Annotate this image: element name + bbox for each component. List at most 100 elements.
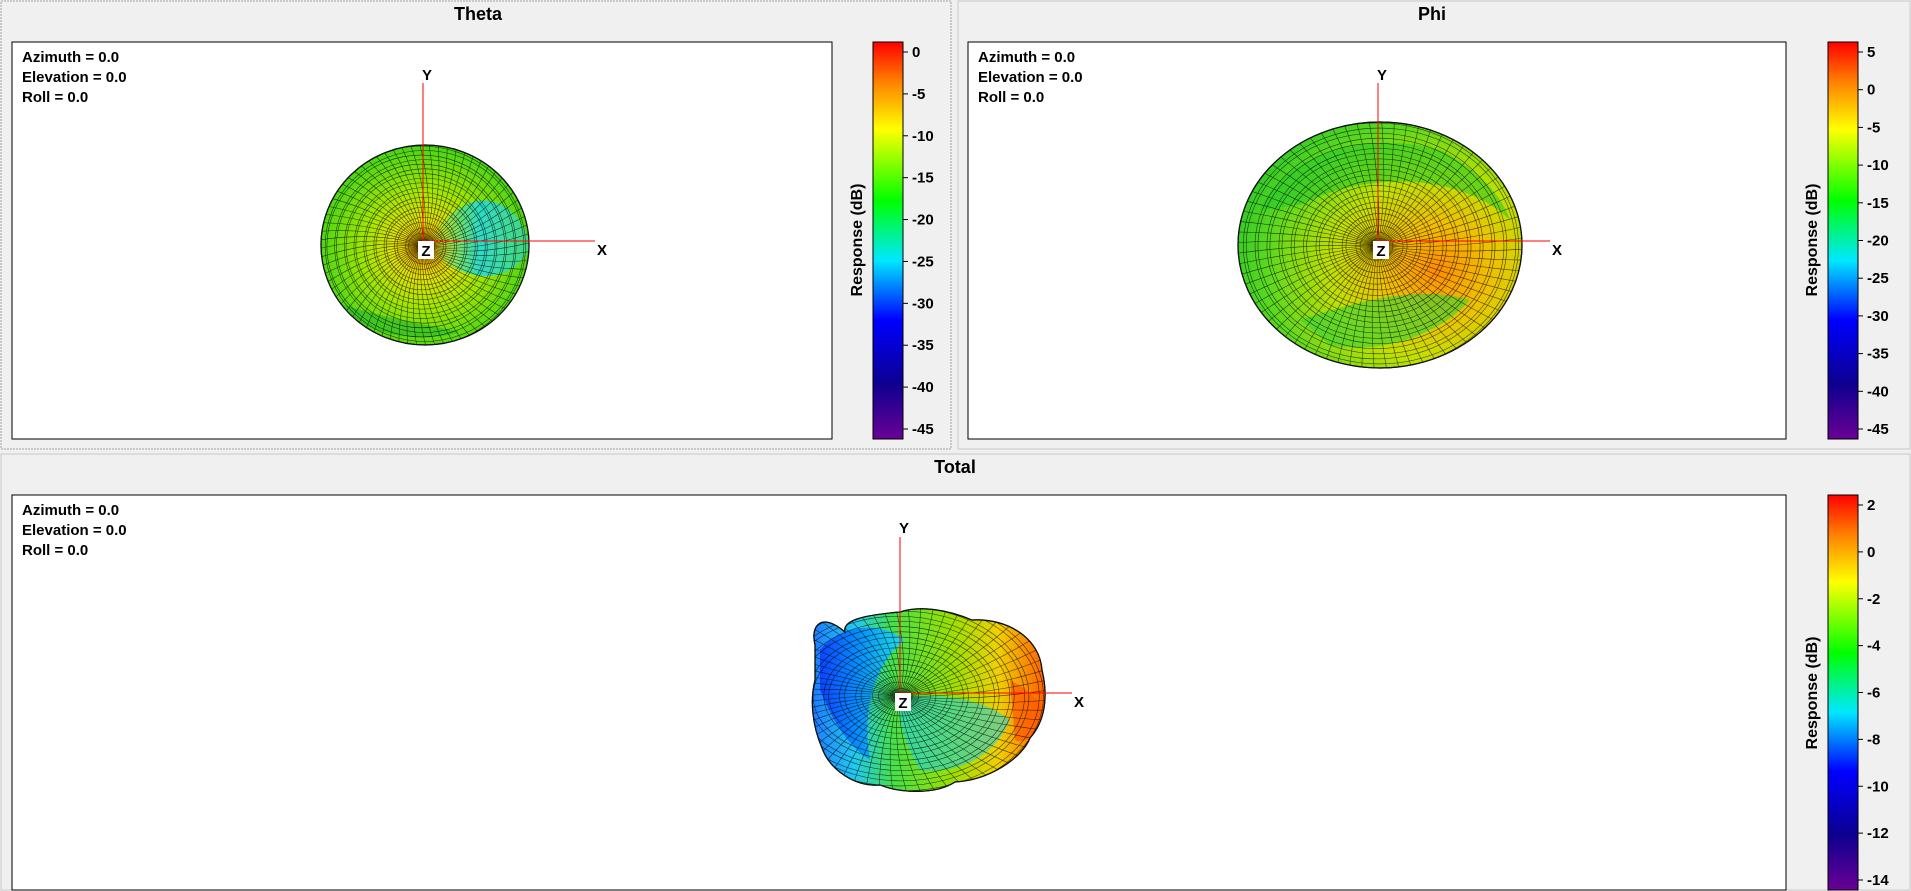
phi-mesh-spoke: [1377, 245, 1522, 275]
theta-colorbar-tick-label: -20: [912, 212, 934, 229]
total-mesh-spoke: [899, 608, 973, 697]
theta-mesh-spoke: [321, 222, 424, 247]
phi-mesh-spoke: [1361, 245, 1379, 368]
theta-mesh-ring: [321, 145, 526, 345]
total-colorbar-tick-label: -14: [1867, 872, 1889, 889]
theta-colorbar-tick-label: -30: [912, 295, 934, 312]
theta-azimuth-label: Azimuth = 0.0: [22, 49, 119, 66]
theta-mesh-spoke: [321, 201, 424, 247]
phi-mesh-ring: [1306, 185, 1447, 307]
phi-colorbar-tick-label: -45: [1867, 421, 1889, 438]
phi-mesh-spoke: [1238, 244, 1379, 261]
total-mesh-spoke: [812, 695, 901, 758]
phi-mesh-ring: [1328, 201, 1431, 291]
phi-mesh-spoke: [1377, 231, 1522, 248]
theta-mesh-ring: [396, 222, 447, 270]
theta-colorbar-tick-label: -15: [912, 170, 934, 187]
phi-colorbar-label: Response (dB): [1804, 184, 1821, 297]
phi-mesh-spoke: [1376, 245, 1395, 368]
theta-mesh-spoke: [321, 236, 424, 247]
total-colorbar-tick-label: -4: [1867, 638, 1881, 655]
phi-mesh-spoke: [1377, 122, 1427, 247]
theta-mesh-ring: [375, 201, 468, 291]
phi-mesh-ring: [1355, 225, 1404, 267]
total-mesh-spoke: [881, 608, 904, 697]
phi-mesh-ring: [1345, 219, 1408, 273]
theta-mesh-spoke: [321, 245, 424, 302]
total-z-axis-label: Z: [898, 695, 907, 712]
phi-z-axis-label: Z: [1376, 243, 1385, 260]
total-elevation-label: Elevation = 0.0: [22, 522, 127, 539]
phi-mesh-ring: [1315, 190, 1444, 302]
theta-mesh-ring: [345, 173, 498, 319]
theta-mesh-spoke: [376, 245, 424, 345]
total-colorbar-tick-label: 2: [1867, 497, 1875, 514]
phi-mesh-spoke: [1345, 122, 1379, 247]
theta-mesh-ring: [326, 154, 517, 338]
phi-mesh-ring: [1266, 148, 1493, 344]
theta-mesh-spoke: [321, 240, 424, 258]
total-mesh-spoke: [899, 695, 1046, 711]
total-colorbar-tick-label: 0: [1867, 544, 1875, 561]
theta-mesh-spoke: [321, 243, 424, 269]
total-mesh-spoke: [899, 608, 938, 697]
theta-mesh-ring: [394, 217, 455, 275]
theta-mesh-spoke: [422, 212, 529, 247]
theta-mesh-spoke: [422, 190, 529, 247]
total-colorbar-gradient: [1827, 494, 1859, 891]
phi-mesh-ring: [1278, 158, 1481, 334]
total-mesh-spoke: [812, 693, 901, 710]
total-mesh-spoke: [812, 695, 901, 747]
phi-colorbar-tick-label: -20: [1867, 233, 1889, 250]
phi-z-axis-box: [1373, 241, 1389, 259]
total-mesh-spoke: [899, 608, 955, 697]
total-colorbar-tick-label: -6: [1867, 685, 1880, 702]
theta-panel-title: Theta: [454, 4, 503, 24]
theta-mesh-spoke: [422, 245, 529, 262]
phi-mesh-spoke: [1377, 245, 1522, 261]
total-mesh-spoke: [845, 608, 901, 697]
total-mesh-spoke: [899, 670, 1046, 697]
total-mesh-spoke: [899, 695, 1046, 722]
phi-colorbar-tick-label: -35: [1867, 346, 1889, 363]
phi-mesh-ring: [1290, 169, 1469, 323]
phi-mesh-spoke: [1238, 240, 1379, 247]
theta-mesh-spoke: [321, 230, 424, 247]
phi-mesh-spoke: [1377, 122, 1442, 247]
theta-mesh-ring: [383, 206, 466, 286]
total-colorbar-tick-label: -8: [1867, 731, 1880, 748]
theta-colorbar: 0 -5 -10 -15 -20 -25 -30 -35 -40 -45 Response (dB…: [849, 41, 934, 440]
phi-mesh-spoke: [1377, 245, 1411, 368]
total-mesh-spoke: [899, 645, 1046, 697]
total-mesh-ring: [812, 615, 1015, 777]
total-mesh-spoke: [812, 670, 901, 697]
total-mesh-spoke: [899, 658, 1046, 697]
theta-mesh-ring: [336, 163, 507, 329]
theta-colorbar-tick-label: -25: [912, 253, 934, 270]
total-mesh-spoke: [879, 695, 901, 792]
theta-orientation-readout: Azimuth = 0.0 Elevation = 0.0 Roll = 0.0: [22, 49, 127, 106]
theta-colorbar-gradient: [872, 41, 904, 440]
phi-mesh-spoke: [1377, 122, 1385, 247]
total-mesh-spoke: [899, 682, 1046, 699]
theta-colorbar-tick-label: -10: [912, 128, 934, 145]
phi-mesh-ring: [1243, 127, 1516, 365]
theta-colorbar-label: Response (dB): [849, 184, 866, 297]
total-mesh-spoke: [899, 695, 1046, 747]
total-mesh-spoke: [812, 695, 901, 769]
theta-mesh-spoke: [321, 212, 424, 247]
phi-mesh-spoke: [1329, 122, 1379, 247]
theta-colorbar-tick-label: -40: [912, 379, 934, 396]
phi-mesh-ring: [1269, 153, 1484, 339]
phi-roll-label: Roll = 0.0: [978, 89, 1044, 106]
theta-mesh-ring: [373, 196, 476, 296]
phi-mesh-spoke: [1238, 204, 1379, 247]
total-axes: [899, 537, 1072, 698]
phi-colorbar-tick-label: -5: [1867, 119, 1880, 136]
total-colorbar-tick-label: -12: [1867, 825, 1889, 842]
theta-mesh-ring: [353, 177, 496, 315]
total-mesh-spoke: [899, 608, 911, 697]
total-mesh-ring: [855, 664, 948, 728]
total-mesh-spoke: [812, 695, 901, 734]
phi-mesh-spoke: [1377, 245, 1522, 301]
